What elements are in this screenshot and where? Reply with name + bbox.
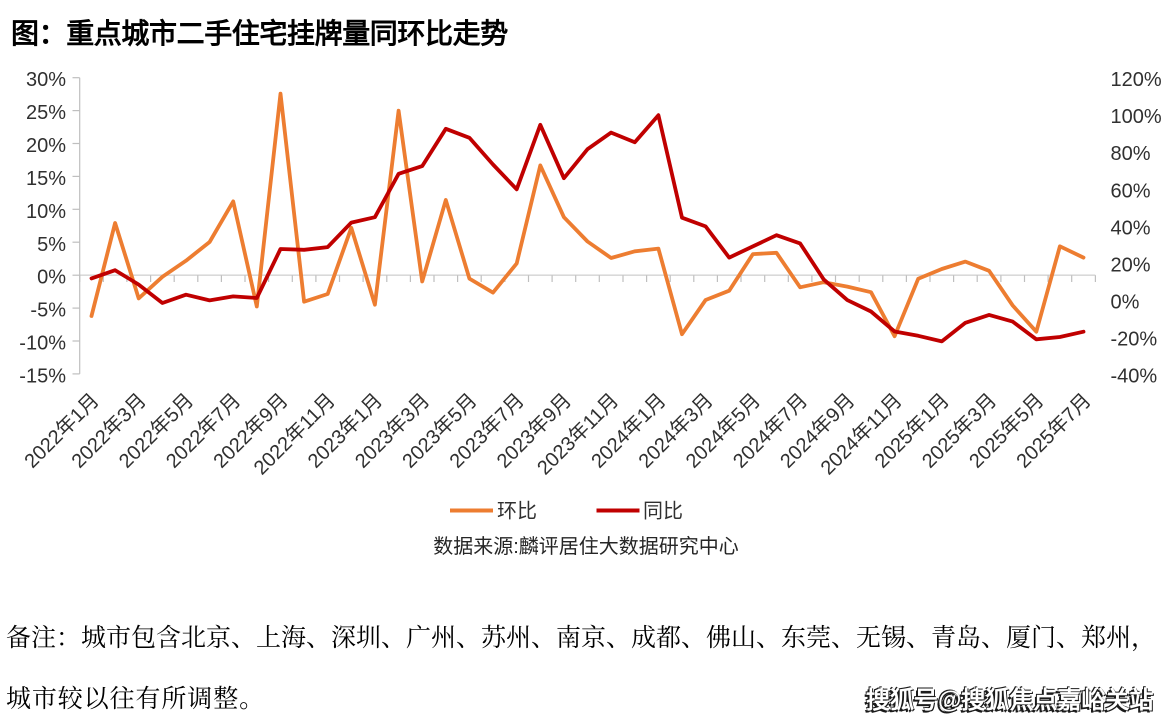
svg-text:环比: 环比 <box>497 500 537 523</box>
svg-text:40%: 40% <box>1111 217 1151 239</box>
svg-text:10%: 10% <box>26 201 66 223</box>
svg-text:-15%: -15% <box>19 365 66 387</box>
svg-text:-10%: -10% <box>19 333 66 355</box>
svg-text:25%: 25% <box>26 102 66 124</box>
svg-text:20%: 20% <box>1111 254 1151 276</box>
svg-text:100%: 100% <box>1111 106 1162 128</box>
svg-text:60%: 60% <box>1111 180 1151 202</box>
svg-text:-5%: -5% <box>30 300 66 322</box>
svg-text:20%: 20% <box>26 135 66 157</box>
svg-text:同比: 同比 <box>643 500 683 523</box>
svg-text:80%: 80% <box>1111 143 1151 165</box>
svg-text:15%: 15% <box>26 168 66 190</box>
svg-text:120%: 120% <box>1111 69 1162 91</box>
svg-text:-20%: -20% <box>1111 328 1158 350</box>
svg-text:30%: 30% <box>26 69 66 91</box>
svg-text:0%: 0% <box>1111 291 1140 313</box>
svg-text:-40%: -40% <box>1111 365 1158 387</box>
svg-text:数据来源:麟评居住大数据研究中心: 数据来源:麟评居住大数据研究中心 <box>433 535 739 558</box>
svg-text:5%: 5% <box>37 234 66 256</box>
svg-text:0%: 0% <box>37 267 66 289</box>
